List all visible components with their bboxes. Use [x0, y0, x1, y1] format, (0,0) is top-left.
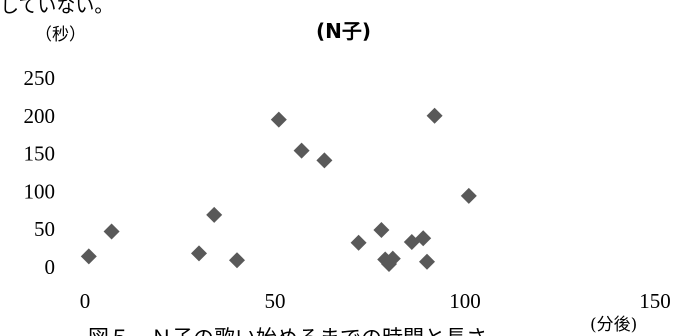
- x-tick-label: 50: [265, 289, 286, 313]
- data-point-3: [206, 206, 223, 223]
- y-axis-ticks: 0 50 100 150 200 250: [24, 66, 56, 279]
- data-point-14: [415, 230, 432, 247]
- data-point-12: [384, 250, 401, 267]
- data-point-7: [316, 152, 333, 169]
- data-point-17: [460, 187, 477, 204]
- y-tick-label: 250: [24, 66, 56, 90]
- data-point-2: [191, 245, 207, 262]
- y-axis-unit-label: （秒）: [35, 25, 86, 45]
- data-point-4: [229, 252, 245, 269]
- data-point-9: [373, 221, 390, 238]
- data-point-1: [103, 223, 120, 240]
- x-axis-unit-label: (分後): [590, 315, 637, 335]
- y-tick-label: 200: [24, 104, 56, 128]
- y-tick-label: 100: [24, 179, 56, 203]
- data-point-8: [350, 234, 367, 251]
- y-tick-label: 150: [24, 142, 56, 166]
- chart-title: (N子): [316, 19, 371, 43]
- figure-caption: 図５ Ｎ子の歌い始めるまでの時間と長さ: [88, 326, 487, 336]
- x-axis-ticks: 0 50 100 150: [80, 289, 671, 313]
- data-point-5: [270, 111, 287, 128]
- data-points: [80, 107, 477, 272]
- y-tick-label: 0: [45, 255, 56, 279]
- x-tick-label: 100: [449, 289, 481, 313]
- x-tick-label: 150: [639, 289, 671, 313]
- top-note: していない。: [0, 0, 113, 17]
- data-point-6: [293, 142, 310, 159]
- data-point-0: [80, 248, 97, 265]
- y-tick-label: 50: [34, 217, 55, 241]
- data-point-16: [426, 107, 443, 124]
- data-point-15: [419, 253, 435, 270]
- x-tick-label: 0: [80, 289, 91, 313]
